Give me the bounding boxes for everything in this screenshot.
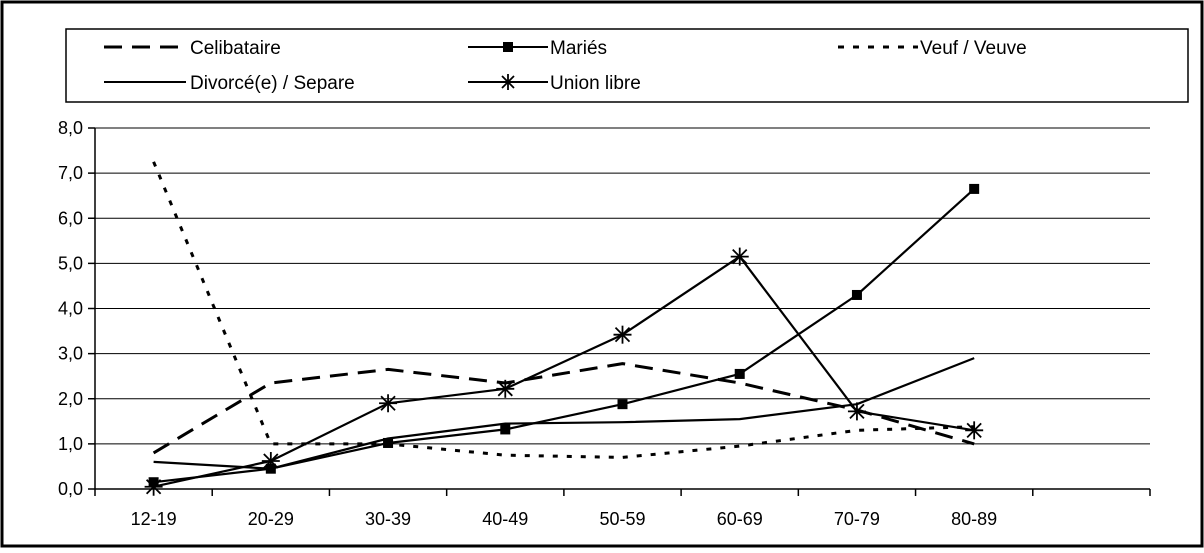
data-point-union-libre — [379, 394, 397, 412]
data-point-union-libre — [614, 326, 632, 344]
y-tick-label: 5,0 — [58, 253, 83, 273]
x-tick-label: 20-29 — [248, 509, 294, 529]
data-point-maries — [383, 438, 393, 448]
data-point-maries — [500, 424, 510, 434]
data-point-maries — [735, 369, 745, 379]
x-tick-label: 60-69 — [717, 509, 763, 529]
data-point-union-libre — [848, 402, 866, 420]
x-tick-label: 50-59 — [599, 509, 645, 529]
legend-label-maries: Mariés — [550, 38, 607, 59]
x-tick-label: 80-89 — [951, 509, 997, 529]
x-tick-label: 12-19 — [131, 509, 177, 529]
y-tick-label: 0,0 — [58, 479, 83, 499]
y-tick-label: 2,0 — [58, 389, 83, 409]
data-point-maries — [618, 399, 628, 409]
legend-label-divorce-separe: Divorcé(e) / Separe — [190, 73, 355, 94]
y-tick-label: 4,0 — [58, 299, 83, 319]
data-point-union-libre — [145, 478, 163, 496]
x-tick-label: 70-79 — [834, 509, 880, 529]
legend-marker-union-libre — [500, 74, 516, 90]
y-tick-labels: 0,0 1,0 2,0 3,0 4,0 5,0 6,0 7,0 8,0 — [58, 118, 83, 499]
y-tick-label: 7,0 — [58, 163, 83, 183]
data-point-union-libre — [496, 380, 514, 398]
data-point-union-libre — [731, 248, 749, 266]
legend-label-celibataire: Celibataire — [190, 38, 281, 59]
data-point-union-libre — [965, 421, 983, 439]
y-tick-label: 1,0 — [58, 434, 83, 454]
legend-label-veuf-veuve: Veuf / Veuve — [920, 38, 1027, 59]
data-point-union-libre — [262, 452, 280, 470]
y-tick-label: 6,0 — [58, 208, 83, 228]
y-tick-label: 8,0 — [58, 118, 83, 138]
x-tick-label: 30-39 — [365, 509, 411, 529]
legend-marker-maries — [503, 42, 513, 52]
legend-label-union-libre: Union libre — [550, 73, 641, 94]
y-tick-label: 3,0 — [58, 344, 83, 364]
x-tick-label: 40-49 — [482, 509, 528, 529]
data-point-maries — [852, 290, 862, 300]
data-point-maries — [969, 184, 979, 194]
